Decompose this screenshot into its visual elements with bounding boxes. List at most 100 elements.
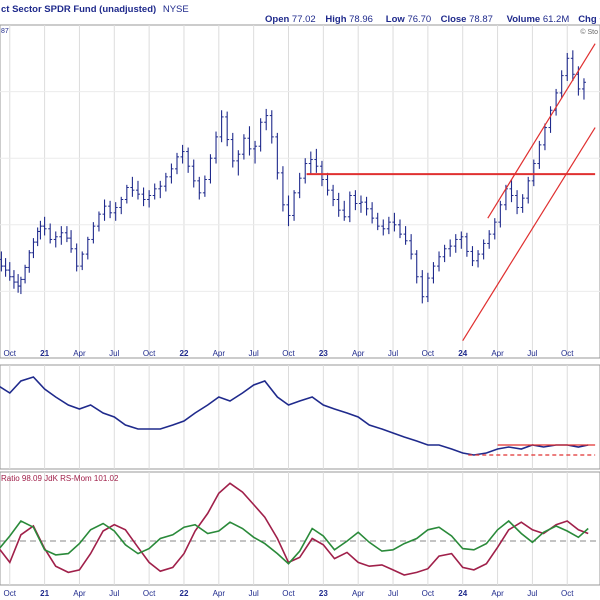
ohlc-bar (23, 264, 28, 284)
ohlc-bar (448, 239, 453, 257)
ohlc-bar (258, 118, 263, 152)
ohlc-bar (386, 216, 391, 235)
ohlc-bar (520, 194, 525, 213)
ohlc-bar (0, 251, 4, 272)
ohlc-bar (147, 190, 152, 208)
ohlc-bar (487, 230, 492, 249)
ohlc-bar (219, 110, 224, 143)
ohlc-bar (470, 246, 475, 267)
price-x-axis: Oct 21 Apr Jul Oct 22 Apr Jul Oct 23 Apr Jul Oct 24 Ap… (4, 349, 575, 358)
rrg-x-tick-label: Apr (352, 589, 365, 598)
price-annotations (306, 43, 596, 342)
ohlc-bar (492, 218, 497, 240)
price-x-tick-label: 24 (458, 349, 467, 358)
ohlc-bar (141, 187, 146, 207)
price-x-tick-label: 21 (40, 349, 49, 358)
rrg-x-tick-label: Oct (422, 589, 435, 598)
price-x-tick-label: Jul (249, 349, 259, 358)
rrg-x-tick-label: Jul (527, 589, 537, 598)
price-stats: Open 77.02 High 78.96 Low 76.70 Close 78.87… (265, 14, 600, 25)
ohlc-bar (336, 192, 341, 217)
ohlc-bar (135, 180, 140, 200)
ohlc-bar (80, 251, 85, 271)
price-readout: 87 (1, 28, 9, 35)
ohlc-bar (531, 159, 536, 187)
ohlc-bar (3, 258, 8, 277)
exchange-label: NYSE (163, 4, 189, 15)
ohlc-bar (442, 244, 447, 263)
ohlc-bar (119, 196, 124, 215)
ohlc-bar (102, 199, 107, 221)
rrg-x-tick-label: 21 (40, 589, 49, 598)
ohlc-bar (53, 231, 58, 248)
stat-close: Close 78.87 (441, 14, 493, 25)
price-x-tick-label: Oct (561, 349, 574, 358)
price-x-tick-label: Apr (352, 349, 365, 358)
ohlc-bar (253, 140, 258, 164)
ohlc-bar (7, 262, 12, 281)
ohlc-bar (420, 270, 425, 304)
channel-lower-line (462, 127, 596, 342)
ohlc-bar (152, 183, 157, 200)
ohlc-bar (275, 132, 280, 180)
rrg-x-tick-label: Apr (491, 589, 504, 598)
rs-grid (9, 365, 568, 469)
ohlc-bar (375, 212, 380, 231)
stat-volume: Volume 61.2M (507, 14, 570, 25)
ohlc-bar (548, 106, 553, 133)
stat-high: High 78.96 (325, 14, 373, 25)
rrg-panel: Ratio 98.09 JdK RS-Mom 101.02 Oct 21 Apr Ju… (0, 471, 600, 598)
ohlc-bar (381, 219, 386, 236)
rrg-x-tick-label: 22 (180, 589, 189, 598)
ohlc-bar (537, 140, 542, 169)
ohlc-bar (48, 223, 53, 244)
ohlc-bar (158, 180, 163, 199)
rrg-x-tick-label: 23 (319, 589, 328, 598)
ohlc-bar (241, 134, 246, 160)
price-bars (0, 50, 586, 304)
ohlc-bar (437, 251, 442, 272)
ohlc-bar (230, 132, 235, 168)
price-x-tick-label: Apr (73, 349, 86, 358)
ohlc-bar (364, 196, 369, 216)
ohlc-bar (175, 152, 180, 175)
stat-low: Low 76.70 (386, 14, 431, 25)
ohlc-bar (565, 52, 570, 81)
ohlc-bar (202, 175, 207, 197)
ohlc-bar (64, 226, 69, 243)
price-x-tick-label: Apr (213, 349, 226, 358)
ohlc-bar (331, 184, 336, 207)
rs-series-line (0, 376, 589, 456)
price-x-tick-label: 22 (180, 349, 189, 358)
ohlc-bar (264, 108, 269, 131)
ohlc-bar (69, 230, 74, 253)
ohlc-bar (297, 172, 302, 199)
ohlc-bar (414, 250, 419, 284)
ohlc-bar (509, 179, 514, 203)
ohlc-bar (398, 219, 402, 239)
rrg-x-axis: Oct 21 Apr Jul Oct 22 Apr Jul Oct 23 Apr Jul Oct 24 Ap… (4, 589, 575, 598)
ohlc-bar (225, 111, 230, 147)
ohlc-bar (481, 239, 486, 260)
ohlc-bar (498, 200, 503, 228)
svg-text:ct Sector SPDR Fund (unadjuste: ct Sector SPDR Fund (unadjusted) NYSE (1, 4, 189, 15)
ohlc-bar (431, 262, 436, 284)
ohlc-bar (314, 148, 319, 173)
ohlc-bar (308, 151, 313, 175)
ohlc-bar (559, 70, 564, 99)
rs-panel-frame (0, 364, 600, 470)
ohlc-bar (247, 126, 252, 156)
stat-chg: Chg +1 (578, 14, 600, 25)
ohlc-bar (292, 190, 297, 221)
ohlc-bar (476, 250, 481, 268)
ohlc-bar (96, 211, 101, 232)
channel-upper-line (487, 43, 596, 219)
chart-title: ct Sector SPDR Fund (unadjusted) (1, 4, 156, 15)
price-x-tick-label: Oct (4, 349, 17, 358)
rs-line (0, 376, 589, 456)
ohlc-bar (526, 176, 531, 204)
ohlc-bar (570, 50, 575, 81)
ohlc-bar (236, 150, 241, 176)
stat-open: Open 77.02 (265, 14, 316, 25)
